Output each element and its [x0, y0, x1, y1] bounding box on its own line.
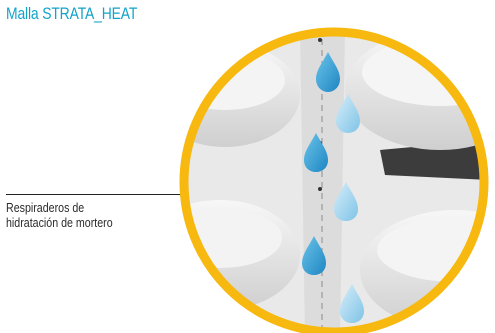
callout-line-2: hidratación de mortero	[6, 215, 113, 230]
water-drop-icon	[302, 236, 326, 275]
water-drop-icon	[304, 133, 328, 172]
callout-line-1: Respiraderos de	[6, 200, 85, 215]
stud-cap	[184, 200, 300, 310]
callout-leader-line	[6, 194, 332, 195]
mesh-surface	[184, 32, 484, 332]
water-drop-icon	[336, 94, 360, 133]
water-drop-icon	[334, 182, 358, 221]
stud-cap	[184, 43, 300, 147]
water-drop-icon	[340, 284, 364, 323]
water-drop-icon	[316, 52, 340, 92]
callout-label: Respiraderos de hidratación de mortero	[6, 200, 113, 230]
magnifier-ring	[179, 27, 489, 333]
diagram-title: Malla STRATA_HEAT	[6, 4, 138, 23]
